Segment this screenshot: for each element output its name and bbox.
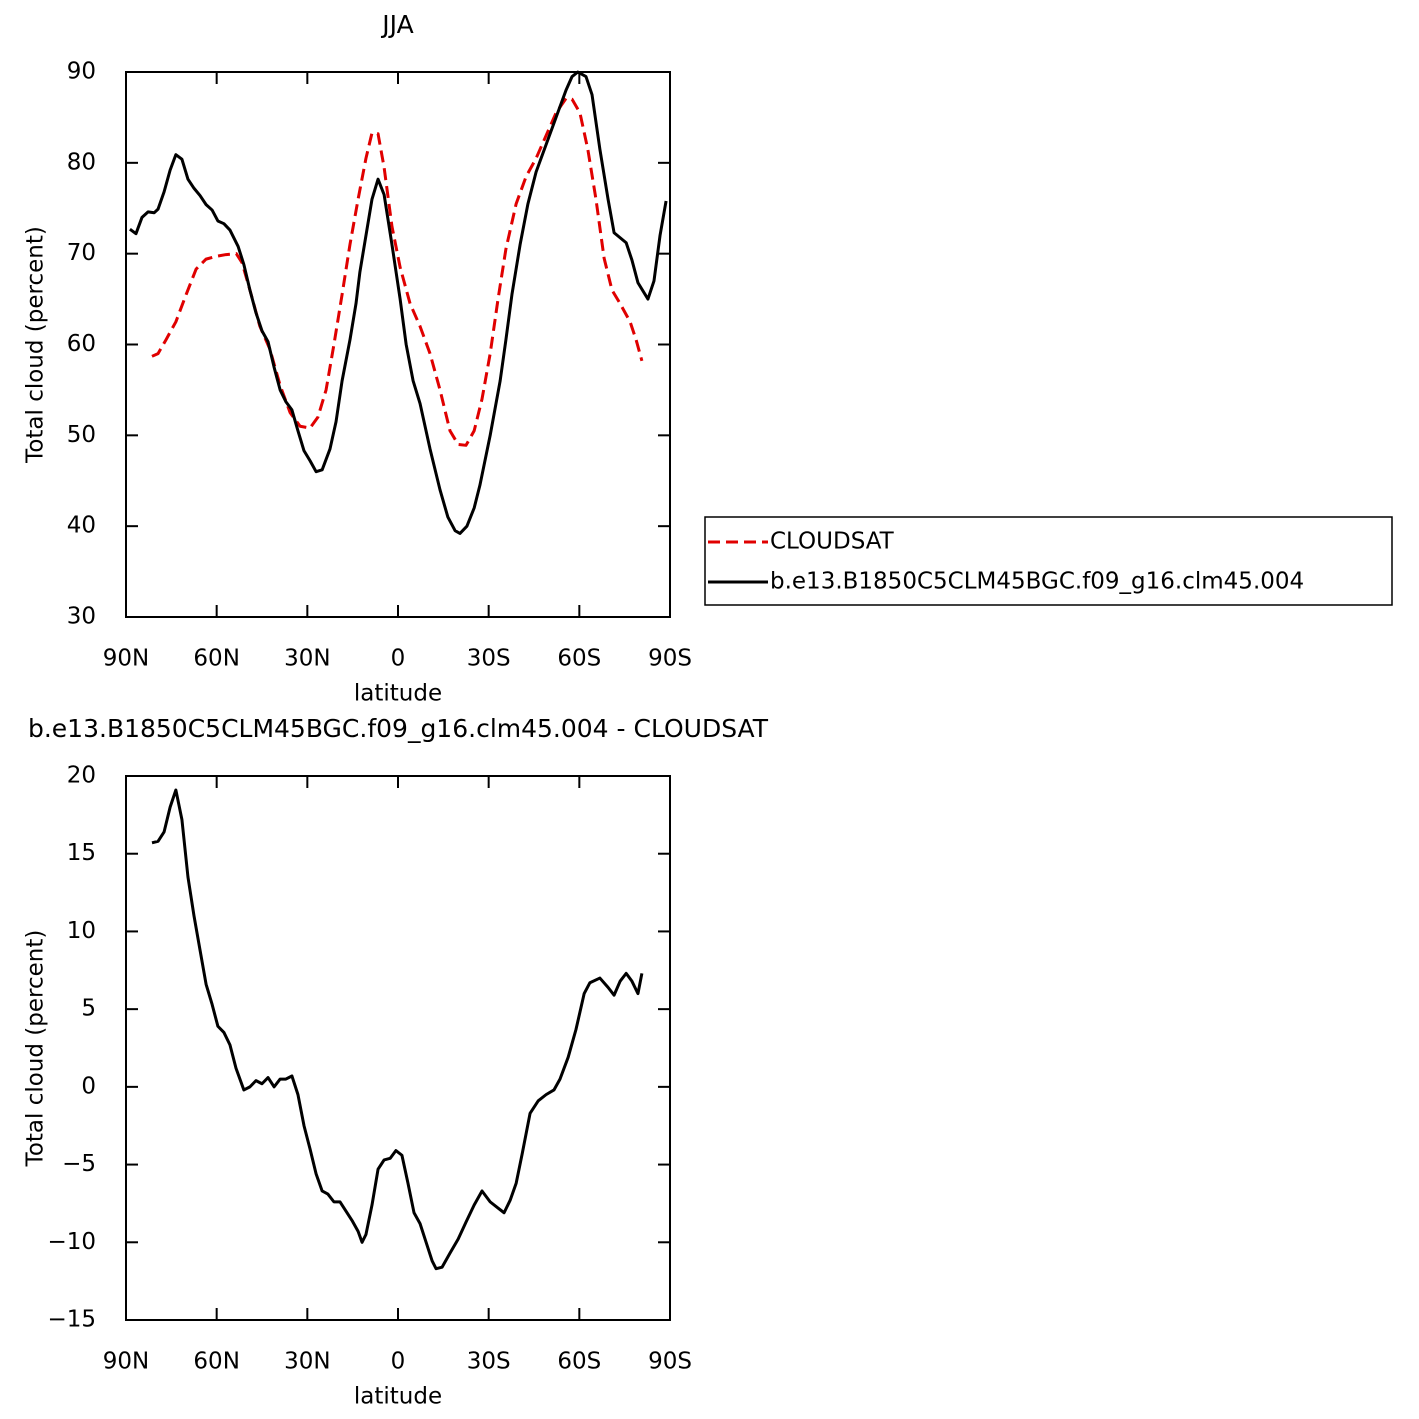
x-tick-label: 30S xyxy=(467,1349,511,1375)
x-tick-label: 90S xyxy=(648,646,692,672)
x-tick-label: 30N xyxy=(284,646,330,672)
plot-frame xyxy=(125,71,671,618)
y-tick-label: 90 xyxy=(67,59,96,85)
y-tick-label: 80 xyxy=(67,149,96,175)
y-tick-label: 70 xyxy=(67,240,96,266)
x-tick-label: 60S xyxy=(557,1349,601,1375)
x-tick-label: 90S xyxy=(648,1349,692,1375)
x-tick-label: 30N xyxy=(284,1349,330,1375)
y-tick-label: 15 xyxy=(67,840,96,866)
y-tick-label: 5 xyxy=(81,996,96,1022)
y-tick-label: 10 xyxy=(67,918,96,944)
plot-frame xyxy=(125,775,671,1321)
x-tick-label: 0 xyxy=(391,1349,406,1375)
x-tick-label: 60N xyxy=(193,1349,239,1375)
y-tick-label: −10 xyxy=(47,1229,96,1255)
x-tick-label: 90N xyxy=(103,1349,149,1375)
y-tick-label: 60 xyxy=(67,331,96,357)
chart-title: JJA xyxy=(380,10,413,39)
y-tick-label: −5 xyxy=(62,1151,96,1177)
x-tick-label: 0 xyxy=(391,646,406,672)
y-tick-label: 0 xyxy=(81,1073,96,1099)
x-axis-label: latitude xyxy=(354,681,442,707)
x-tick-label: 60S xyxy=(557,646,601,672)
x-tick-label: 30S xyxy=(467,646,511,672)
x-axis-label: latitude xyxy=(354,1384,442,1410)
x-tick-label: 60N xyxy=(193,646,239,672)
data-line xyxy=(151,96,644,447)
legend-label: CLOUDSAT xyxy=(770,529,895,555)
y-tick-label: 40 xyxy=(67,513,96,539)
y-tick-label: 30 xyxy=(67,604,96,630)
data-line xyxy=(151,788,644,1271)
y-axis-label: Total cloud (percent) xyxy=(23,930,49,1168)
y-tick-label: 50 xyxy=(67,422,96,448)
y-axis-label: Total cloud (percent) xyxy=(23,226,49,464)
legend-label: b.e13.B1850C5CLM45BGC.f09_g16.clm45.004 xyxy=(770,569,1304,595)
chart-title: b.e13.B1850C5CLM45BGC.f09_g16.clm45.004 … xyxy=(28,714,769,743)
data-line xyxy=(129,70,668,535)
y-tick-label: 20 xyxy=(67,763,96,789)
x-tick-label: 90N xyxy=(103,646,149,672)
legend-box xyxy=(704,516,1393,606)
legend: CLOUDSAT b.e13.B1850C5CLM45BGC.f09_g16.cl… xyxy=(704,516,1393,606)
y-tick-label: −15 xyxy=(47,1307,96,1333)
